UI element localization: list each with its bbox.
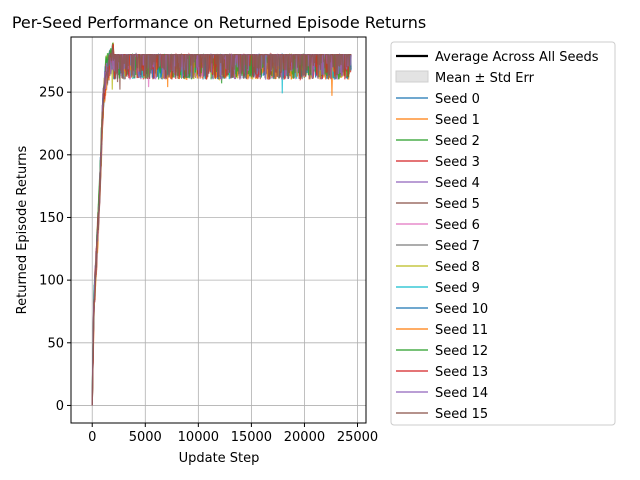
series-line-seed-11 (91, 49, 352, 406)
series-line-seed-12 (91, 42, 352, 406)
legend-label-seed-12: Seed 12 (435, 344, 488, 359)
legend-label-seed-13: Seed 13 (435, 365, 488, 380)
series-line-seed-9 (91, 50, 352, 406)
grid (71, 37, 366, 423)
legend: Average Across All Seeds Mean ± Std Err … (390, 41, 616, 426)
series-line-seed-3 (91, 46, 352, 406)
x-tick-label: 5000 (129, 430, 162, 445)
legend-average-label: Average Across All Seeds (435, 50, 599, 65)
legend-label-seed-11: Seed 11 (435, 323, 488, 338)
series-line-seed-10 (91, 49, 352, 406)
y-tick-label: 150 (39, 211, 64, 226)
legend-label-seed-4: Seed 4 (435, 176, 480, 191)
x-tick-label: 15000 (231, 430, 272, 445)
series-line-seed-1 (91, 43, 352, 406)
legend-label-seed-3: Seed 3 (435, 155, 480, 170)
legend-label-seed-5: Seed 5 (435, 197, 480, 212)
series-line-seed-5 (91, 51, 352, 406)
x-tick-label: 10000 (178, 430, 219, 445)
series-layer (91, 42, 352, 406)
series-line-seed-6 (91, 53, 352, 406)
legend-label-seed-15: Seed 15 (435, 407, 488, 422)
series-line-seed-7 (91, 53, 352, 406)
legend-label-seed-10: Seed 10 (435, 302, 488, 317)
y-axis: 0 50 100 150 200 250 (39, 86, 71, 414)
legend-label-seed-14: Seed 14 (435, 386, 488, 401)
legend-label-seed-6: Seed 6 (435, 218, 480, 233)
series-line-seed-2 (91, 44, 352, 406)
chart-title: Per-Seed Performance on Returned Episode… (12, 13, 426, 32)
series-line-seed-13 (91, 43, 352, 406)
series-line-seed-14 (91, 49, 352, 406)
legend-label-seed-1: Seed 1 (435, 113, 480, 128)
x-axis-label: Update Step (179, 451, 260, 466)
legend-label-seed-9: Seed 9 (435, 281, 480, 296)
plot-frame (70, 36, 367, 424)
x-tick-label: 25000 (337, 430, 378, 445)
legend-band-swatch (395, 70, 429, 83)
series-line-seed-8 (91, 42, 352, 406)
y-tick-label: 200 (39, 148, 64, 163)
legend-box (390, 41, 616, 426)
y-tick-label: 100 (39, 274, 64, 289)
legend-label-seed-0: Seed 0 (435, 92, 480, 107)
series-line-seed-15 (91, 47, 352, 406)
legend-label-seed-8: Seed 8 (435, 260, 480, 275)
x-axis: 0 5000 10000 15000 20000 25000 (88, 423, 378, 445)
y-axis-label: Returned Episode Returns (15, 145, 30, 314)
y-tick-label: 250 (39, 86, 64, 101)
legend-label-seed-2: Seed 2 (435, 134, 480, 149)
legend-band-label: Mean ± Std Err (435, 71, 535, 86)
y-tick-label: 50 (47, 336, 64, 351)
x-tick-label: 0 (88, 430, 96, 445)
y-tick-label: 0 (56, 399, 64, 414)
x-tick-label: 20000 (284, 430, 325, 445)
series-line-seed-4 (91, 49, 352, 406)
legend-label-seed-7: Seed 7 (435, 239, 480, 254)
series-line-seed-0 (91, 46, 352, 406)
legend-series: Seed 0 Seed 1 Seed 2 Seed 3 Seed 4 Seed 5 Seed… (396, 92, 488, 422)
